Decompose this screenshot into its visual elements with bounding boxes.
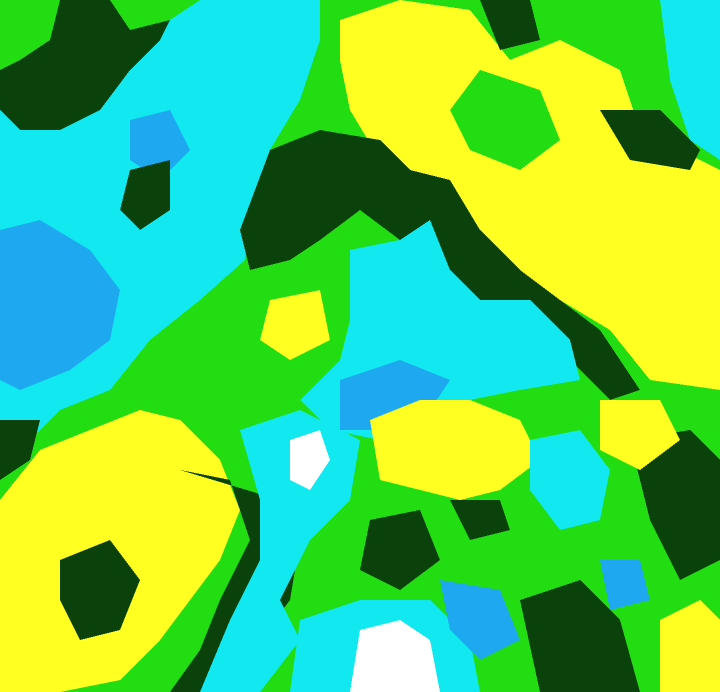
cyan-patch bbox=[530, 430, 610, 530]
white-patch bbox=[290, 430, 330, 490]
green-patch bbox=[450, 70, 560, 170]
dark-green-patch bbox=[0, 420, 40, 480]
cyan-patch bbox=[660, 0, 720, 160]
yellow-patch bbox=[260, 290, 330, 360]
blue-patch bbox=[600, 560, 650, 610]
dark-green-patch bbox=[360, 510, 440, 590]
dark-green-patch bbox=[480, 0, 540, 50]
green-patch bbox=[110, 0, 200, 30]
blue-patch bbox=[440, 580, 520, 660]
blue-region bbox=[0, 220, 120, 390]
yellow-patch bbox=[660, 600, 720, 692]
yellow-region bbox=[340, 0, 720, 390]
yellow-patch bbox=[370, 400, 540, 500]
dark-green-patch bbox=[120, 160, 170, 230]
dark-green-patch bbox=[520, 580, 640, 692]
green-patch bbox=[0, 0, 60, 70]
yellow-region bbox=[0, 410, 240, 692]
dark-green-patch bbox=[60, 540, 140, 640]
cyan-region bbox=[200, 410, 360, 692]
dark-green-patch bbox=[630, 430, 720, 580]
yellow-patch bbox=[600, 400, 680, 470]
dark-green-patch bbox=[600, 110, 700, 170]
white-region bbox=[350, 620, 440, 692]
dark-green-patch bbox=[450, 500, 510, 540]
blue-patch bbox=[130, 110, 190, 180]
